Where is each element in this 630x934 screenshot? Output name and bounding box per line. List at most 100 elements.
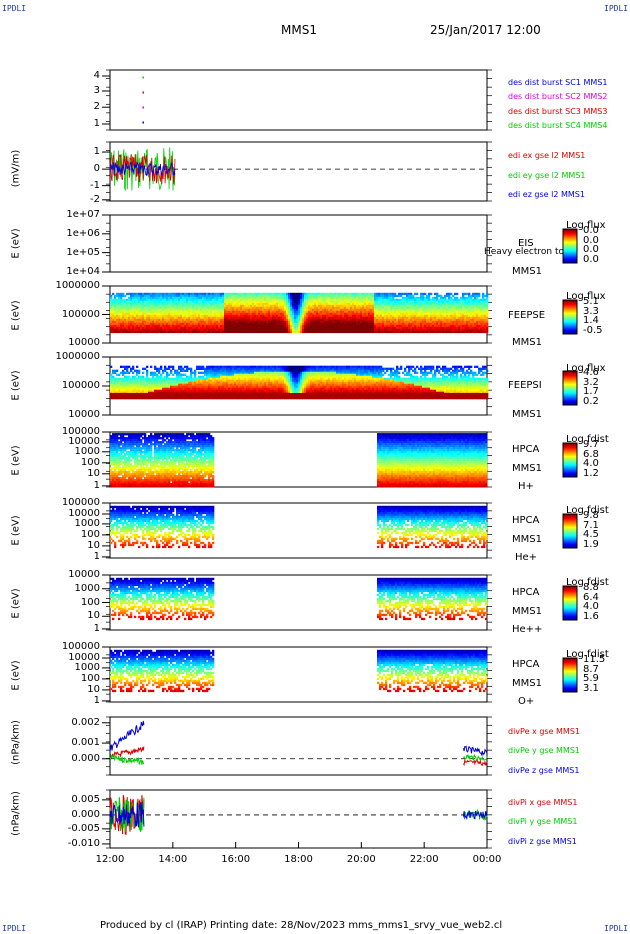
divpe-x-trace xyxy=(109,746,145,759)
colorbar-value: 4.0 xyxy=(583,601,599,612)
y-tick-label-eis: 1e+04 xyxy=(66,266,100,277)
y-tick-label-divpi: -0.010 xyxy=(67,837,100,849)
ylabel-divpi: (nPa/km) xyxy=(10,791,22,836)
ylabel-feepse: E (eV) xyxy=(10,300,22,331)
y-tick-label-edi-e-gse: 1 xyxy=(93,146,100,158)
x-tick-label: 16:00 xyxy=(221,854,251,865)
panel-frame-des-dist-burst xyxy=(109,69,488,131)
side-label-hpca-he-sc: MMS1 xyxy=(512,534,542,545)
side-label-hpca-o-sc: MMS1 xyxy=(512,678,542,689)
panel-frame-hpca-o xyxy=(109,646,488,703)
y-tick-label-feeps-electron: 1000000 xyxy=(55,280,100,291)
colorbar-value: 0.0 xyxy=(583,234,599,246)
colorbar-title-eis: Log flux xyxy=(566,220,606,231)
panel-frame-divpi xyxy=(109,789,488,849)
panel-frame-eis xyxy=(109,214,488,273)
y-tick-label-des-dist-burst: 3 xyxy=(93,85,100,96)
des-dist-point xyxy=(142,121,144,124)
hpca-hepp-spectrogram-early xyxy=(110,577,215,621)
side-label-hpca-hepp-species: He++ xyxy=(512,624,543,635)
x-tick-label: 20:00 xyxy=(346,854,376,865)
y-tick-label-divpi: 0.000 xyxy=(71,808,100,820)
ylabel-feepsi: E (eV) xyxy=(10,370,22,401)
legend-des-sc3: des dist burst SC3 MMS3 xyxy=(508,107,608,116)
y-tick-label-feeps-electron: 100000 xyxy=(61,308,100,320)
y-tick-label-hpca-o: 100000 xyxy=(61,641,100,652)
colorbar-value: 1.7 xyxy=(583,386,599,397)
colorbar-value: 0.0 xyxy=(583,253,599,265)
y-tick-label-hpca-hepp: 1 xyxy=(93,622,100,634)
y-tick-label-hpca-hepp: 10 xyxy=(87,610,100,622)
corner-label-bottom-right: IPDLI xyxy=(604,924,629,933)
x-tick-label: 12:00 xyxy=(95,854,125,865)
side-label-eis-sc: MMS1 xyxy=(512,266,542,277)
hpca-he-spectrogram-early xyxy=(110,505,215,549)
legend-edi-ex: edi ex gse l2 MMS1 xyxy=(508,151,586,160)
colorbar-value: 3.3 xyxy=(583,305,599,317)
y-tick-label-divpe: 0.000 xyxy=(71,752,100,764)
feeps-ion-red-band xyxy=(110,393,489,400)
colorbar-value: 1.2 xyxy=(583,467,599,479)
colorbar-title-feepsi: Log flux xyxy=(566,363,606,374)
side-label-feepse-sc: MMS1 xyxy=(512,337,542,348)
colorbar-hpca-hepp xyxy=(562,585,578,621)
divpe-y-trace xyxy=(109,753,145,765)
divpe-z-trace-late xyxy=(462,745,488,757)
y-tick-label-divpe: 0.001 xyxy=(71,737,100,749)
colorbar-value: 8.7 xyxy=(583,663,599,675)
y-tick-label-divpi: 0.005 xyxy=(71,793,100,805)
colorbar-value: 4.6 xyxy=(583,367,599,378)
x-tick-label: 18:00 xyxy=(284,854,313,865)
side-label-hpca-h-species: H+ xyxy=(518,481,534,492)
colorbar-value: 1.6 xyxy=(583,610,599,622)
colorbar-title-hpca-h: Log fdist xyxy=(566,434,609,445)
x-tick-label: 22:00 xyxy=(409,854,439,865)
legend-divpe-x: divPe x gse MMS1 xyxy=(508,727,580,736)
feeps-ion-spectrogram xyxy=(110,365,489,396)
divpe-x-trace-late xyxy=(462,758,488,767)
y-tick-label-hpca-h: 100000 xyxy=(61,426,100,437)
legend-des-sc4: des dist burst SC4 MMS4 xyxy=(508,121,608,130)
side-label-hpca-he: HPCA xyxy=(512,515,540,526)
side-label-hpca-he-species: He+ xyxy=(515,552,538,563)
side-label-feepsi: FEEPSI xyxy=(508,380,542,391)
side-label-hpca-o: HPCA xyxy=(512,659,540,670)
colorbar-value: 0.0 xyxy=(583,225,599,236)
y-tick-label-feeps-ion: 10000 xyxy=(68,409,100,420)
hpca-he-spectrogram-late xyxy=(377,505,488,549)
y-tick-label-des-dist-burst: 2 xyxy=(93,101,100,113)
corner-label-top-right: IPDLI xyxy=(604,4,629,13)
y-tick-label-edi-e-gse: -2 xyxy=(90,193,100,205)
y-tick-label-hpca-hepp: 100 xyxy=(80,596,100,608)
des-dist-point xyxy=(142,91,144,94)
colorbar-value: -0.5 xyxy=(583,324,603,336)
divpi-z-trace-late xyxy=(462,810,488,821)
side-label-hpca-h-sc: MMS1 xyxy=(512,463,542,474)
des-dist-point xyxy=(142,76,144,79)
divpi-z-trace xyxy=(109,802,145,828)
y-tick-label-edi-e-gse: -1 xyxy=(90,179,100,191)
side-label-hpca-hepp: HPCA xyxy=(512,587,540,598)
colorbar-value: 5.1 xyxy=(583,296,599,307)
y-tick-label-hpca-h: 1 xyxy=(93,479,100,491)
colorbar-value: 8.8 xyxy=(583,582,599,593)
y-tick-label-hpca-o: 100 xyxy=(80,672,100,684)
panel-frame-hpca-he xyxy=(109,502,488,559)
colorbar-value: 9.7 xyxy=(583,439,599,450)
colorbar-feeps-electron xyxy=(562,299,578,335)
y-tick-label-divpi: -0.005 xyxy=(67,822,100,834)
legend-divpi-z: divPi z gse MMS1 xyxy=(508,837,577,846)
side-label-eis: EIS xyxy=(518,238,534,249)
side-label-feepse: FEEPSE xyxy=(508,310,546,321)
feeps-electron-spectrogram xyxy=(110,292,489,334)
y-tick-label-feeps-ion: 1000000 xyxy=(55,351,100,362)
colorbar-value: 5.9 xyxy=(583,673,599,684)
edi-ex-trace xyxy=(109,154,176,184)
y-tick-label-hpca-o: 10000 xyxy=(68,652,100,663)
colorbar-title-hpca-o: Log fdist xyxy=(566,649,609,660)
ylabel-hpca-hepp: E (eV) xyxy=(10,588,22,619)
colorbar-hpca-he xyxy=(562,513,578,549)
colorbar-title-hpca-he: Log fdist xyxy=(566,505,609,516)
colorbar-value: 4.0 xyxy=(583,458,599,469)
